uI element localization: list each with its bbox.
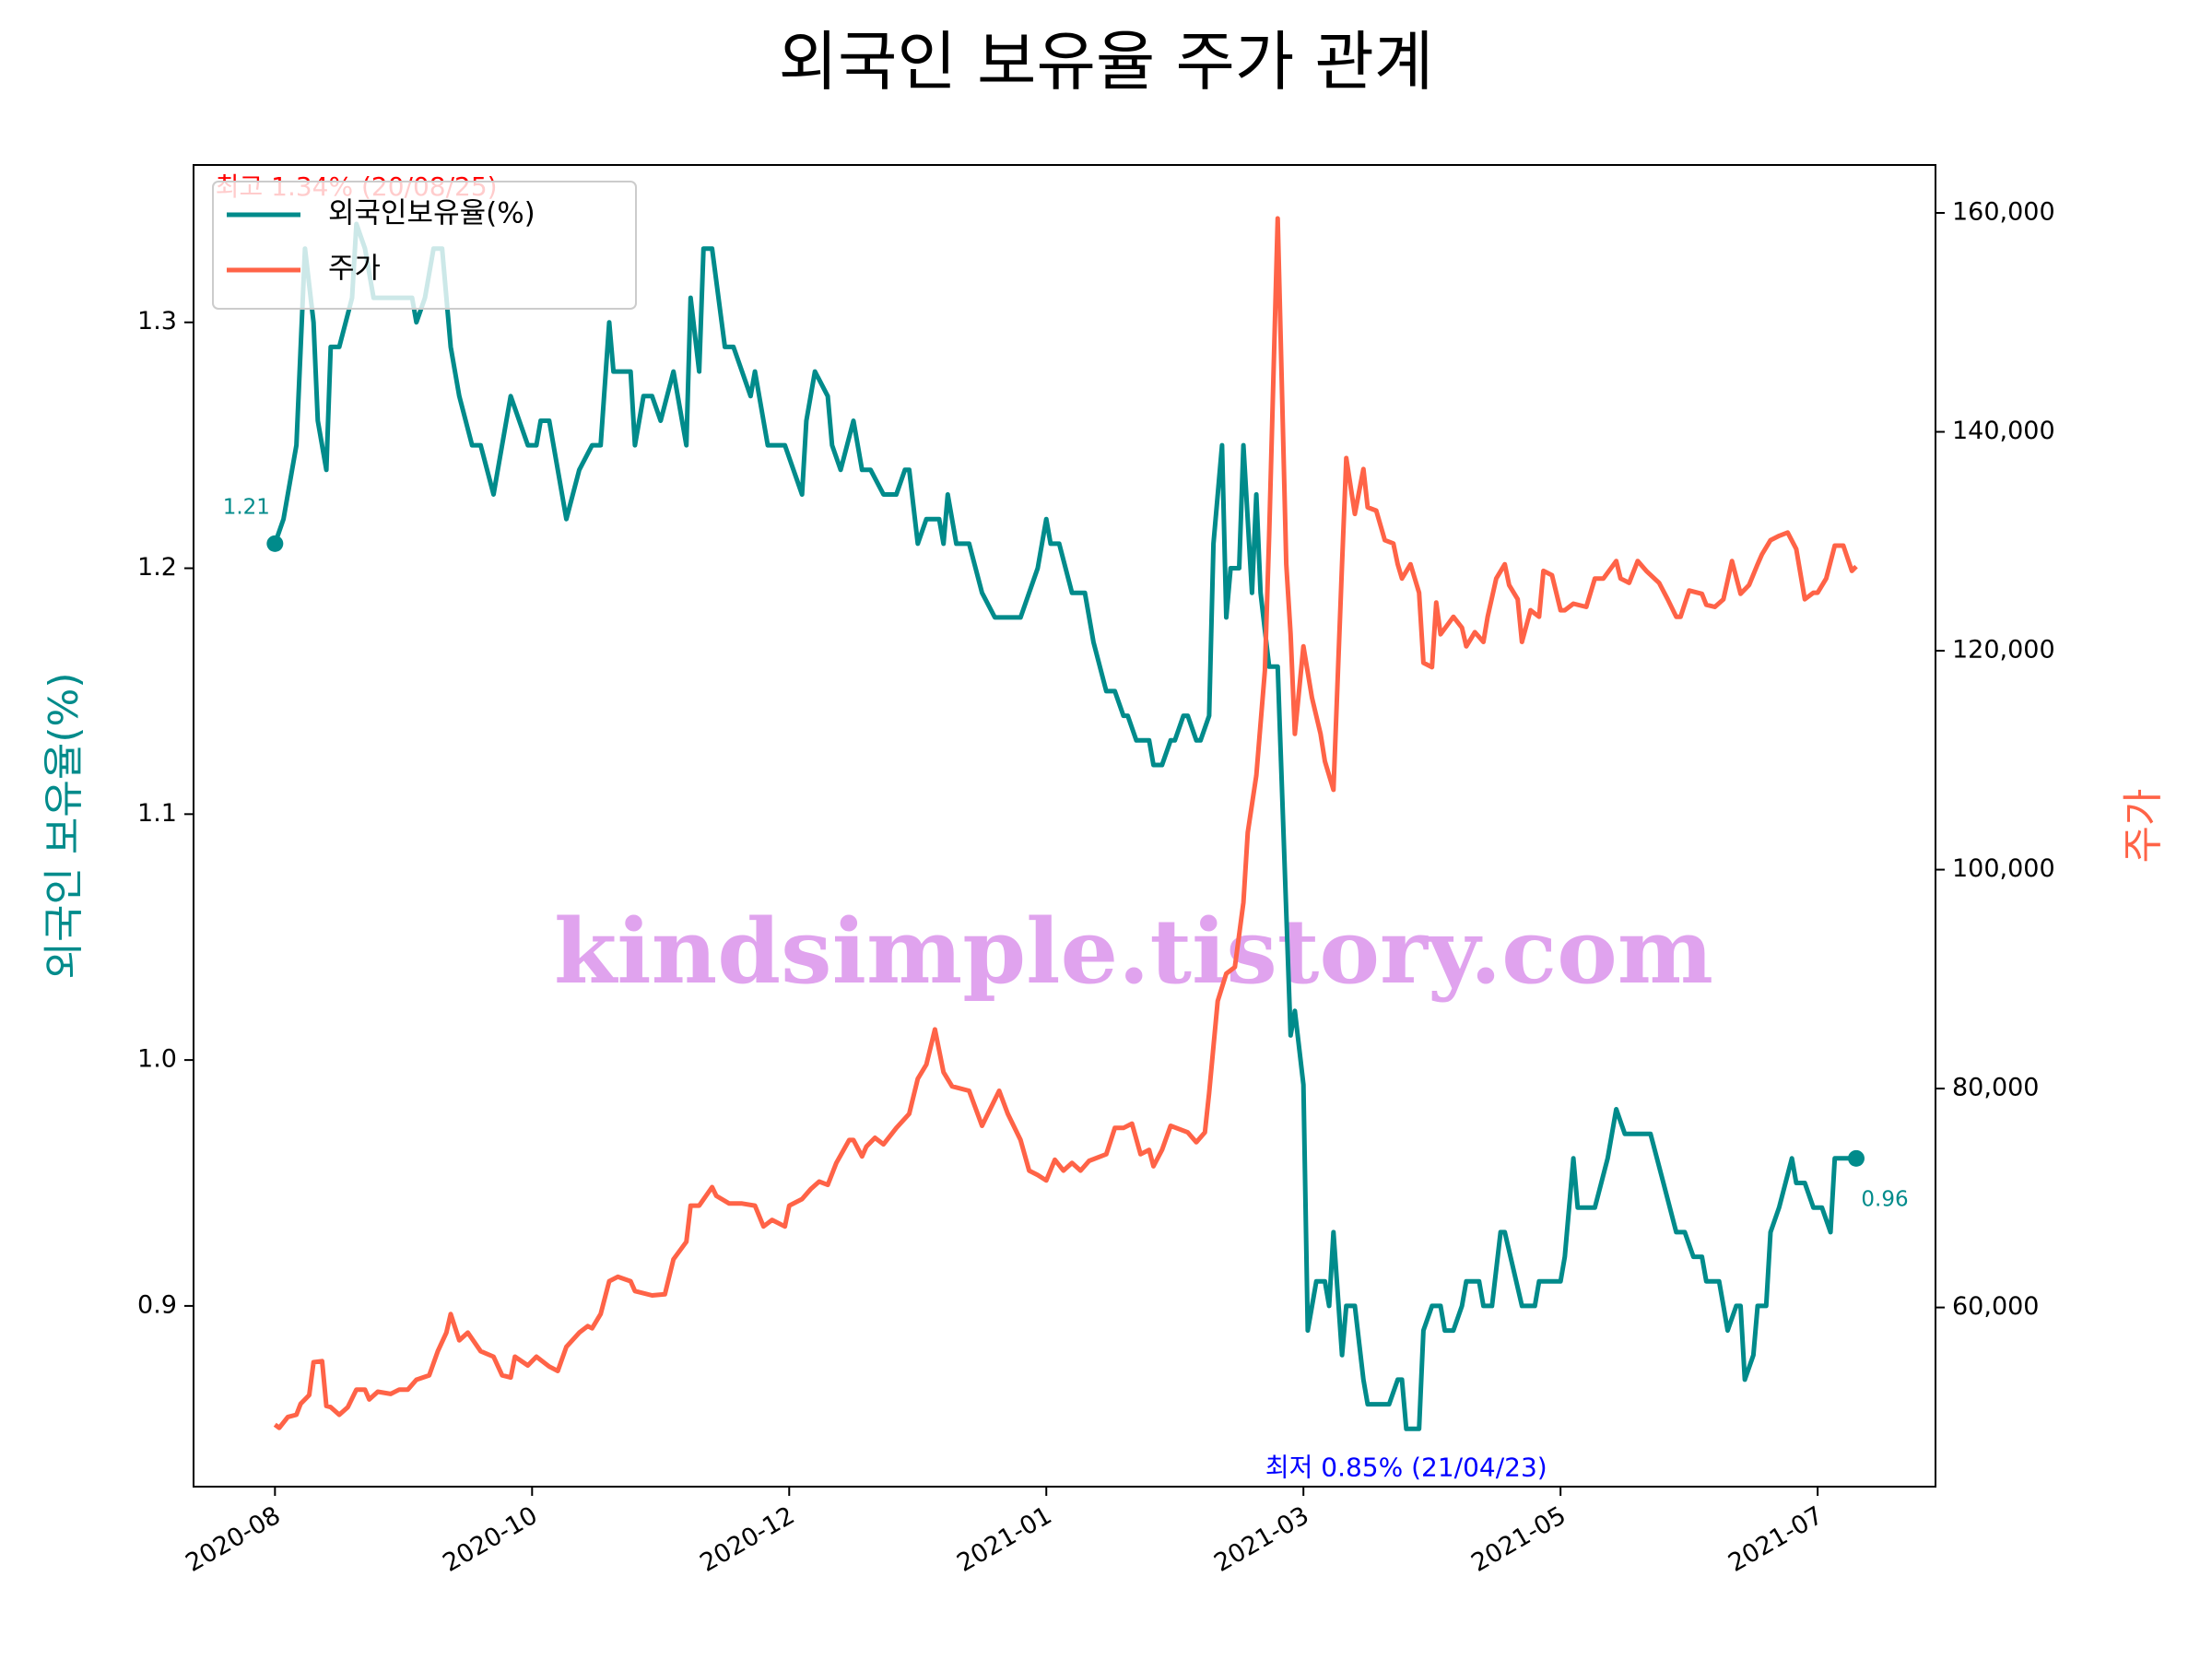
chart-title: 외국인 보유율 주가 관계 bbox=[779, 24, 1434, 100]
end-marker bbox=[1847, 1149, 1865, 1167]
y-tick-label: 0.9 bbox=[137, 1290, 177, 1319]
legend-label: 주가 bbox=[328, 253, 381, 286]
y2-tick-label: 140,000 bbox=[1952, 417, 2055, 445]
y2-tick-label: 60,000 bbox=[1952, 1292, 2039, 1321]
x-tick-label: 2021-03 bbox=[1209, 1501, 1313, 1578]
y-tick-label: 1.2 bbox=[137, 553, 177, 582]
y-tick-label: 1.0 bbox=[137, 1045, 177, 1074]
y2-tick-label: 80,000 bbox=[1952, 1074, 2039, 1102]
y-tick-label: 1.1 bbox=[137, 799, 177, 828]
y2-tick-label: 160,000 bbox=[1952, 198, 2055, 227]
watermark: kindsimple.tistory.com bbox=[554, 900, 1713, 1004]
x-tick-label: 2020-12 bbox=[695, 1501, 799, 1578]
y-tick-label: 1.3 bbox=[137, 307, 177, 335]
x-tick-label: 2021-01 bbox=[952, 1501, 1056, 1578]
legend: 외국인보유율(%) 주가 bbox=[212, 181, 637, 310]
annotation-end: 0.96 bbox=[1861, 1187, 1908, 1211]
x-tick-label: 2021-07 bbox=[1724, 1501, 1828, 1578]
y-axis-label: 외국인 보유율(%) bbox=[41, 672, 88, 979]
legend-box bbox=[212, 181, 637, 310]
y2-axis-label: 주가 bbox=[2120, 789, 2167, 864]
annotation-start: 1.21 bbox=[223, 495, 270, 519]
plot-frame bbox=[193, 164, 1936, 1488]
y2-tick-label: 120,000 bbox=[1952, 636, 2055, 665]
x-tick-label: 2020-10 bbox=[438, 1501, 542, 1578]
annotation-min: 최저 0.85% (21/04/23) bbox=[1265, 1452, 1547, 1482]
series-line bbox=[272, 221, 1856, 1431]
legend-label: 외국인보유율(%) bbox=[328, 197, 535, 230]
x-tick-label: 2021-05 bbox=[1466, 1501, 1571, 1578]
y2-tick-label: 100,000 bbox=[1952, 854, 2055, 883]
end-marker bbox=[266, 535, 284, 552]
series-line bbox=[273, 216, 1858, 1430]
x-tick-label: 2020-08 bbox=[181, 1501, 285, 1578]
